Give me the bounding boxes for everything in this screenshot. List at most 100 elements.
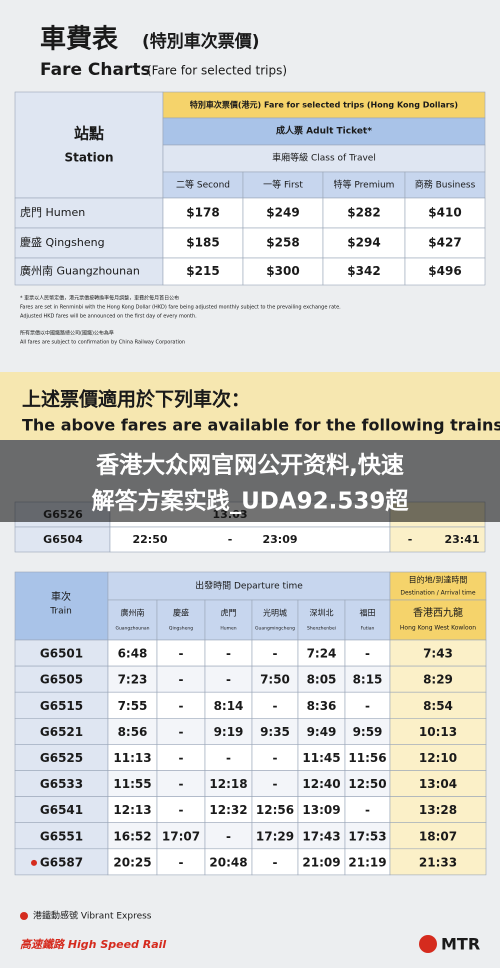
time-cell <box>344 665 391 693</box>
time: - <box>226 829 231 843</box>
class-name: 商務 Business <box>415 179 476 191</box>
class-head <box>404 171 486 199</box>
time: - <box>365 699 370 713</box>
time-cell <box>344 717 391 745</box>
title-en-sub: (Fare for selected trips) <box>147 64 287 78</box>
footnote: Adjusted HKD fares will be announced on … <box>20 314 197 320</box>
footnote: * 車票以人民幣定價，港元票價按轉換率每月調整，車費於每月首日公布 <box>20 295 179 302</box>
time-cell <box>14 822 109 850</box>
time: 6:48 <box>118 647 148 661</box>
ticket-label: 成人票 Adult Ticket* <box>276 125 372 137</box>
time: 8:14 <box>214 699 244 713</box>
title-zh-sub: (特別車次票價) <box>142 31 260 52</box>
time: 8:36 <box>307 699 337 713</box>
trains-heading-en: The above fares are available for the fo… <box>22 416 500 435</box>
caption-cell <box>162 91 486 119</box>
time-cell <box>297 822 346 850</box>
banner-bg <box>0 440 500 522</box>
time: 11:55 <box>113 777 151 791</box>
destination-header-zh: 目的地/到達時間 <box>409 575 468 585</box>
class-cell <box>162 144 486 173</box>
time-cell <box>297 639 346 667</box>
time-cell <box>107 691 158 719</box>
station-head <box>251 599 299 641</box>
fare: $178 <box>186 206 219 220</box>
partial-train <box>14 526 111 553</box>
fare: $427 <box>428 236 461 250</box>
time: 17:29 <box>256 829 294 843</box>
time: - <box>179 673 184 687</box>
time: 13:09 <box>302 803 340 817</box>
class-head <box>162 171 244 199</box>
footnote: All fares are subject to confirmation by… <box>20 340 185 346</box>
time-cell <box>389 848 487 876</box>
time-cell <box>251 796 299 823</box>
time: 20:48 <box>209 855 247 869</box>
fare-cell <box>242 227 324 259</box>
train-number: G6521 <box>40 725 83 739</box>
station-en: Guangzhounan <box>115 626 149 632</box>
station-zh: 福田 <box>360 609 376 618</box>
time: 12:50 <box>348 777 386 791</box>
fare: $258 <box>266 236 299 250</box>
time-cell <box>344 639 391 667</box>
partial-cell: 23:09 <box>262 533 297 546</box>
fare-cell <box>162 197 244 229</box>
time: 20:25 <box>113 855 151 869</box>
time: 12:40 <box>302 777 340 791</box>
partial-cell: - <box>408 533 413 546</box>
time: 7:50 <box>260 673 290 687</box>
time-cell <box>344 744 391 771</box>
time-cell <box>156 770 206 797</box>
time: 7:43 <box>423 647 453 661</box>
fare-cell <box>242 257 324 286</box>
time-cell <box>156 639 206 667</box>
station-en: Hong Kong West Kowloon <box>400 625 476 632</box>
time-cell <box>251 639 299 667</box>
time: - <box>179 777 184 791</box>
time: - <box>179 803 184 817</box>
time: 18:07 <box>419 829 457 843</box>
partial-times <box>109 526 391 553</box>
time: 12:13 <box>113 803 151 817</box>
station-head <box>204 599 253 641</box>
time: - <box>226 673 231 687</box>
train-header-en: Train <box>49 607 72 617</box>
time-cell <box>251 744 299 771</box>
time: 9:35 <box>260 725 290 739</box>
time: 12:10 <box>419 751 457 765</box>
class-label: 車廂等級 Class of Travel <box>272 152 376 164</box>
time-cell <box>107 665 158 693</box>
time: 21:19 <box>348 855 386 869</box>
station-zh: 香港西九龍 <box>413 606 463 619</box>
train-number: G6541 <box>40 803 83 817</box>
station-zh: 廣州南 <box>121 608 145 618</box>
station-head <box>107 599 158 641</box>
fare-cell <box>322 197 406 229</box>
fare-caption: 特別車次票價(港元) Fare for selected trips (Hong… <box>190 100 458 110</box>
time-cell <box>156 822 206 850</box>
brand: 高速鐵路 High Speed Rail <box>20 938 166 951</box>
time-cell <box>297 796 346 823</box>
train-header-zh: 車次 <box>51 590 71 603</box>
time: - <box>179 725 184 739</box>
time-cell <box>204 796 253 823</box>
time: 11:45 <box>302 751 340 765</box>
destination-header-en: Destination / Arrival time <box>400 590 476 597</box>
time: - <box>273 751 278 765</box>
fare: $342 <box>347 264 380 278</box>
destination-header <box>389 571 487 601</box>
time-cell <box>389 717 487 745</box>
time-cell <box>204 639 253 667</box>
station-cell <box>14 257 164 286</box>
title-en: Fare Charts <box>40 60 151 80</box>
time: 7:24 <box>307 647 337 661</box>
time: 17:07 <box>162 829 200 843</box>
time-cell <box>156 665 206 693</box>
partial-cell: 22:50 <box>132 533 167 546</box>
time: 12:32 <box>209 803 247 817</box>
time: 10:13 <box>419 725 457 739</box>
fare: $300 <box>266 264 299 278</box>
station-cell <box>14 197 164 229</box>
